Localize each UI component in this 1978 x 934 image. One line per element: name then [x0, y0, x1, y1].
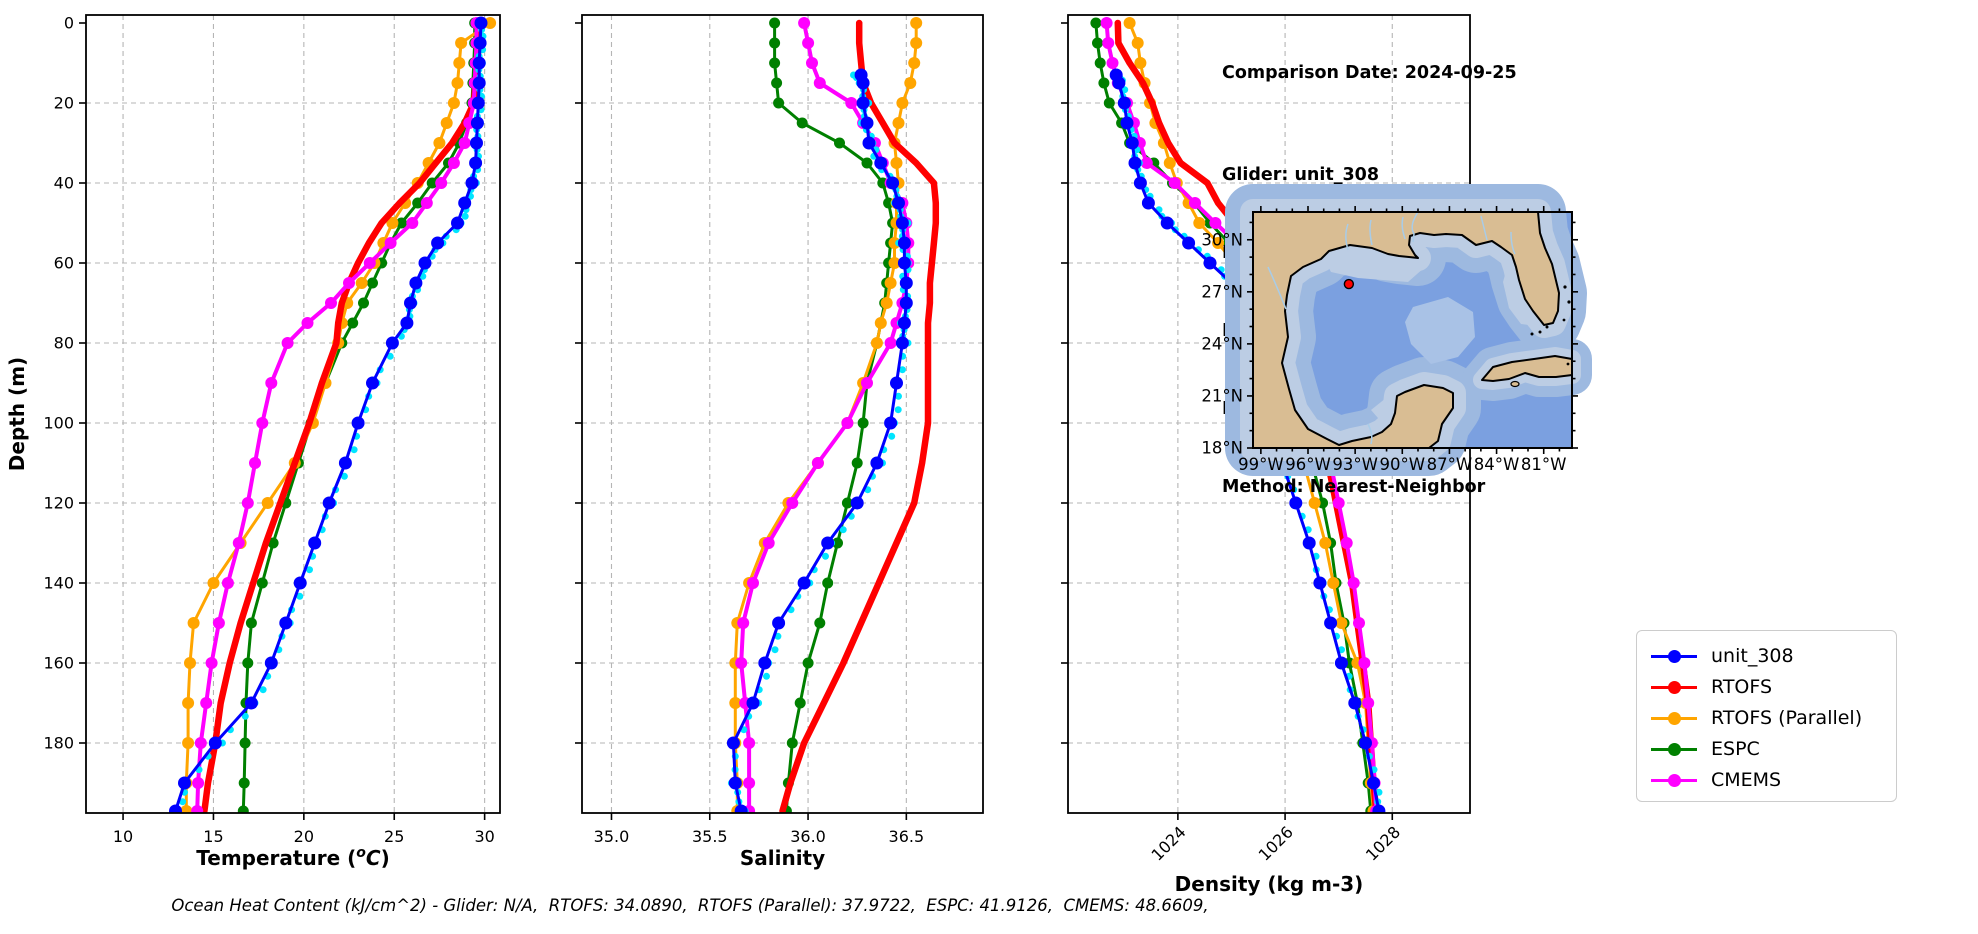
- svg-text:87°W: 87°W: [1427, 455, 1473, 474]
- legend-item-espc: ESPC: [1651, 734, 1896, 764]
- svg-text:140: 140: [43, 574, 74, 593]
- gulf-of-mexico-map: 99°W 96°W 93°W 90°W 87°W 84°W 81°W 30°N 27°N 24°N…: [1201, 184, 1592, 476]
- tick-labels: 1024 1026 1028: [1147, 822, 1404, 864]
- svg-text:80: 80: [54, 334, 74, 353]
- axes-box: [85, 14, 501, 814]
- legend-label: CMEMS: [1711, 769, 1782, 791]
- series-ESPC: [769, 17, 899, 813]
- svg-text:120: 120: [43, 494, 74, 513]
- axes-box: [581, 14, 984, 814]
- tick-marks: [79, 22, 486, 820]
- chart-salinity: 35.0 35.5 36.0 36.5 Salinity: [575, 14, 984, 870]
- tick-labels: 35.0 35.5 36.0 36.5: [594, 827, 924, 846]
- svg-text:93°W: 93°W: [1332, 455, 1378, 474]
- gridlines: [86, 15, 500, 813]
- map-rivers: [1267, 211, 1516, 445]
- legend-line-marker-icon: [1651, 649, 1697, 663]
- svg-text:35.5: 35.5: [692, 827, 728, 846]
- svg-text:24°N: 24°N: [1201, 334, 1243, 353]
- legend-item-unit-308: unit_308: [1651, 641, 1896, 671]
- series-unit_308: [726, 68, 913, 813]
- series-RTOFS-Parallel-: [180, 17, 497, 813]
- svg-text:20: 20: [294, 827, 314, 846]
- xlabel-salinity: Salinity: [740, 846, 825, 870]
- series-RTOFS: [201, 19, 483, 813]
- ocean-heat-content-caption: Ocean Heat Content (kJ/cm^2) - Glider: N…: [171, 896, 1209, 915]
- series-RTOFS: [779, 19, 940, 813]
- legend-line-marker-icon: [1651, 773, 1697, 787]
- legend-label: unit_308: [1711, 645, 1794, 667]
- info-line-method: Method: Nearest-Neighbor: [1222, 477, 1486, 497]
- svg-text:100: 100: [43, 414, 74, 433]
- xlabel-temperature: Temperature (oC): [196, 845, 389, 870]
- legend-line-marker-icon: [1651, 680, 1697, 694]
- svg-text:40: 40: [54, 174, 74, 193]
- svg-text:180: 180: [43, 734, 74, 753]
- xlabel-density: Density (kg m-3): [1175, 872, 1364, 896]
- series-unit_308: [169, 16, 488, 813]
- svg-text:10: 10: [113, 827, 133, 846]
- svg-text:1028: 1028: [1362, 822, 1404, 864]
- comparison-date: Comparison Date: 2024-09-25: [1222, 63, 1517, 83]
- svg-text:60: 60: [54, 254, 74, 273]
- svg-text:20: 20: [54, 94, 74, 113]
- legend-label: RTOFS (Parallel): [1711, 707, 1863, 729]
- svg-text:15: 15: [203, 827, 223, 846]
- map-land: [1252, 211, 1573, 449]
- legend-line-marker-icon: [1651, 742, 1697, 756]
- ylabel-depth: Depth (m): [5, 357, 29, 471]
- gridlines: [582, 15, 983, 813]
- series-area: [169, 16, 497, 813]
- svg-text:27°N: 27°N: [1201, 282, 1243, 301]
- series-area: [726, 17, 940, 813]
- svg-text:1024: 1024: [1147, 822, 1189, 864]
- series-CMEMS: [191, 17, 483, 813]
- svg-text:0: 0: [64, 14, 74, 33]
- legend-item-rtofs: RTOFS: [1651, 672, 1896, 702]
- tick-marks: [575, 22, 908, 820]
- svg-text:36.5: 36.5: [889, 827, 925, 846]
- legend: unit_308 RTOFS RTOFS (Parallel) ESPC CME…: [1636, 630, 1897, 802]
- svg-text:96°W: 96°W: [1285, 455, 1331, 474]
- svg-text:21°N: 21°N: [1201, 386, 1243, 405]
- svg-text:84°W: 84°W: [1474, 455, 1520, 474]
- svg-text:30: 30: [474, 827, 494, 846]
- svg-text:18°N: 18°N: [1201, 439, 1243, 458]
- legend-line-marker-icon: [1651, 711, 1697, 725]
- svg-text:81°W: 81°W: [1521, 455, 1567, 474]
- svg-text:36.0: 36.0: [790, 827, 826, 846]
- map-axes: 99°W 96°W 93°W 90°W 87°W 84°W 81°W 30°N 27°N 24°N…: [1201, 206, 1578, 474]
- chart-temperature: 10 15 20 25 30 0 20 40 60 80 100 120 140 160 180 Temper…: [5, 14, 501, 870]
- legend-item-rtofs-parallel: RTOFS (Parallel): [1651, 703, 1896, 733]
- svg-text:35.0: 35.0: [594, 827, 630, 846]
- svg-text:30°N: 30°N: [1201, 230, 1243, 249]
- glider-position-marker: [1343, 278, 1355, 290]
- svg-text:99°W: 99°W: [1238, 455, 1284, 474]
- svg-text:160: 160: [43, 654, 74, 673]
- legend-item-cmems: CMEMS: [1651, 765, 1896, 795]
- tick-labels: 10 15 20 25 30 0 20 40 60 80 100 120 140 160 180: [43, 14, 494, 847]
- svg-text:25: 25: [384, 827, 404, 846]
- info-line-glider: Glider: unit_308: [1222, 165, 1380, 185]
- map-tick-labels: 99°W 96°W 93°W 90°W 87°W 84°W 81°W 30°N 27°N 24°N…: [1201, 230, 1566, 474]
- svg-text:1026: 1026: [1255, 822, 1297, 864]
- tick-marks: [1061, 22, 1394, 820]
- legend-label: RTOFS: [1711, 676, 1773, 698]
- legend-label: ESPC: [1711, 738, 1760, 760]
- svg-text:90°W: 90°W: [1380, 455, 1426, 474]
